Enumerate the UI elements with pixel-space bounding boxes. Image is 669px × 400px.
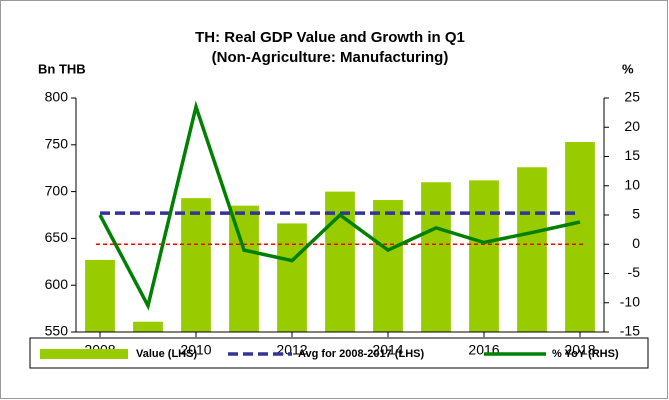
legend-label: Value (LHS)	[136, 348, 197, 360]
x-tick-label: 2010	[180, 342, 211, 358]
y-tick-label: 750	[45, 136, 69, 152]
y-tick-label: 600	[45, 276, 69, 292]
legend-swatch	[40, 349, 128, 359]
y2-tick-label: 10	[624, 176, 640, 192]
legend-label: % YoY (RHS)	[552, 348, 619, 360]
bar	[277, 223, 307, 332]
y-axis-label: Bn THB	[38, 61, 86, 76]
legend-label: Avg for 2008-2017 (LHS)	[298, 348, 424, 360]
chart-title: TH: Real GDP Value and Growth in Q1	[195, 29, 465, 46]
y2-tick-label: -10	[620, 293, 640, 309]
bar	[133, 321, 163, 332]
y2-tick-label: 0	[632, 235, 640, 251]
y-tick-label: 800	[45, 89, 69, 105]
y2-tick-label: 5	[632, 206, 640, 222]
y2-axis-label: %	[622, 61, 634, 76]
y2-tick-label: 20	[624, 118, 640, 134]
x-tick-label: 2012	[276, 342, 307, 358]
y2-tick-label: 15	[624, 147, 640, 163]
yoy-line	[98, 100, 581, 311]
bar	[85, 259, 115, 332]
bar	[565, 141, 595, 332]
bar	[229, 205, 259, 332]
y-tick-label: 650	[45, 229, 69, 245]
bar	[373, 200, 403, 332]
chart-subtitle: (Non-Agriculture: Manufacturing)	[212, 49, 449, 66]
y-tick-label: 700	[45, 182, 69, 198]
x-tick-label: 2014	[372, 342, 403, 358]
x-tick-label: 2018	[564, 342, 595, 358]
bar	[181, 198, 211, 332]
y-tick-label: 550	[45, 323, 69, 339]
y2-tick-label: -5	[628, 264, 641, 280]
y2-tick-label: -15	[620, 323, 640, 339]
bar	[517, 167, 547, 332]
bar	[421, 182, 451, 332]
bar	[469, 180, 499, 332]
y2-tick-label: 25	[624, 89, 640, 105]
